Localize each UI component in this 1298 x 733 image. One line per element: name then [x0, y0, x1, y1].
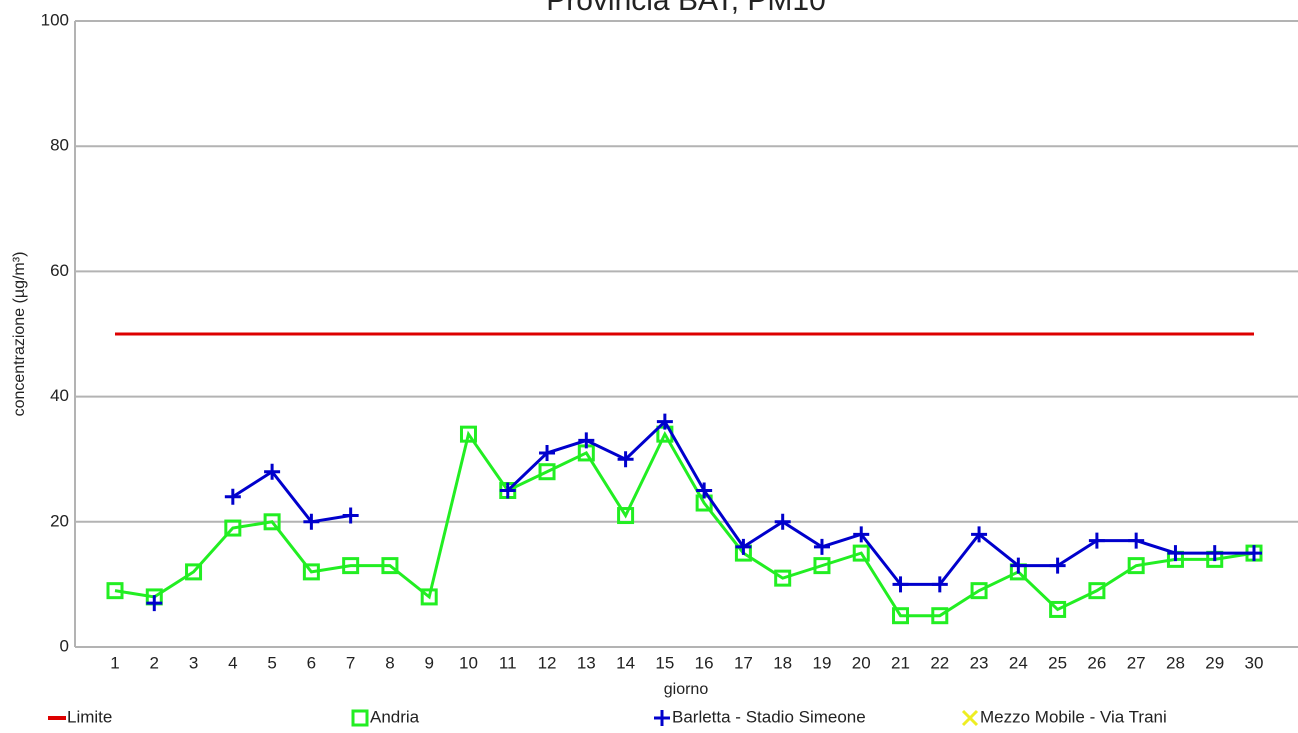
- x-tick-label: 2: [150, 653, 159, 672]
- legend-swatch: [654, 710, 670, 726]
- x-tick-label: 22: [930, 653, 949, 672]
- marker: [892, 576, 909, 593]
- marker: [853, 526, 870, 543]
- x-tick-label: 6: [307, 653, 316, 672]
- legend-label: Andria: [370, 707, 420, 726]
- marker: [931, 576, 948, 593]
- x-tick-label: 4: [228, 653, 237, 672]
- marker: [224, 519, 242, 537]
- x-tick-label: 1: [110, 653, 119, 672]
- marker: [342, 507, 359, 524]
- x-tick-label: 16: [695, 653, 714, 672]
- x-tick-label: 20: [852, 653, 871, 672]
- y-tick-label: 60: [50, 261, 69, 280]
- x-tick-label: 21: [891, 653, 910, 672]
- marker: [303, 513, 320, 530]
- y-axis-label: concentrazione (µg/m³): [11, 252, 28, 417]
- x-tick-label: 7: [346, 653, 355, 672]
- marker: [381, 557, 399, 575]
- x-axis-label: giorno: [664, 681, 709, 698]
- y-tick-label: 80: [50, 136, 69, 155]
- marker: [420, 588, 438, 606]
- x-tick-label: 15: [655, 653, 674, 672]
- marker: [1128, 532, 1145, 549]
- marker: [774, 513, 791, 530]
- x-tick-label: 19: [813, 653, 832, 672]
- x-tick-label: 29: [1205, 653, 1224, 672]
- x-tick-label: 26: [1087, 653, 1106, 672]
- marker: [106, 582, 124, 600]
- y-tick-label: 100: [41, 10, 69, 29]
- x-tick-label: 5: [267, 653, 276, 672]
- marker: [1010, 557, 1027, 574]
- marker: [813, 538, 830, 555]
- marker: [852, 544, 870, 562]
- marker: [578, 432, 595, 449]
- marker: [146, 595, 163, 612]
- marker: [263, 513, 281, 531]
- x-tick-label: 11: [499, 653, 517, 672]
- x-tick-label: 24: [1009, 653, 1028, 672]
- y-tick-label: 0: [60, 636, 69, 655]
- x-tick-label: 25: [1048, 653, 1067, 672]
- marker: [1246, 545, 1262, 562]
- marker: [224, 488, 241, 505]
- marker: [617, 507, 635, 525]
- legend-label: Mezzo Mobile - Via Trani: [980, 707, 1167, 726]
- x-tick-label: 23: [970, 653, 989, 672]
- marker: [264, 463, 281, 480]
- x-tick-label: 9: [424, 653, 433, 672]
- x-tick-label: 27: [1127, 653, 1146, 672]
- marker: [617, 451, 634, 468]
- legend-label: Barletta - Stadio Simeone: [672, 707, 866, 726]
- marker: [892, 607, 910, 625]
- x-tick-label: 14: [616, 653, 635, 672]
- x-tick-label: 13: [577, 653, 596, 672]
- x-tick-label: 17: [734, 653, 753, 672]
- x-tick-label: 30: [1245, 653, 1264, 672]
- x-tick-label: 18: [773, 653, 792, 672]
- y-tick-label: 20: [50, 511, 69, 530]
- marker: [302, 563, 320, 581]
- marker: [1088, 582, 1106, 600]
- legend-label: Limite: [67, 707, 112, 726]
- marker: [499, 482, 516, 499]
- marker: [1049, 557, 1066, 574]
- x-tick-label: 28: [1166, 653, 1185, 672]
- marker: [696, 482, 713, 499]
- series-line: [114, 430, 1255, 618]
- marker: [1167, 545, 1184, 562]
- marker: [342, 557, 360, 575]
- legend-swatch: [961, 709, 979, 727]
- marker: [539, 444, 556, 461]
- marker: [185, 563, 203, 581]
- x-tick-label: 12: [538, 653, 557, 672]
- marker: [656, 413, 673, 430]
- marker: [1088, 532, 1105, 549]
- marker: [1049, 600, 1067, 618]
- x-tick-label: 8: [385, 653, 394, 672]
- chart-title: Provincia BAT, PM10: [546, 0, 826, 17]
- marker: [971, 526, 988, 543]
- x-tick-label: 3: [189, 653, 198, 672]
- marker: [459, 425, 477, 443]
- x-tick-label: 10: [459, 653, 478, 672]
- marker: [1127, 557, 1145, 575]
- legend-swatch: [351, 709, 369, 727]
- marker: [1206, 545, 1223, 562]
- marker: [774, 569, 792, 587]
- y-tick-label: 40: [50, 386, 69, 405]
- marker: [538, 463, 556, 481]
- marker: [813, 557, 831, 575]
- marker: [735, 538, 752, 555]
- marker: [931, 607, 949, 625]
- marker: [970, 582, 988, 600]
